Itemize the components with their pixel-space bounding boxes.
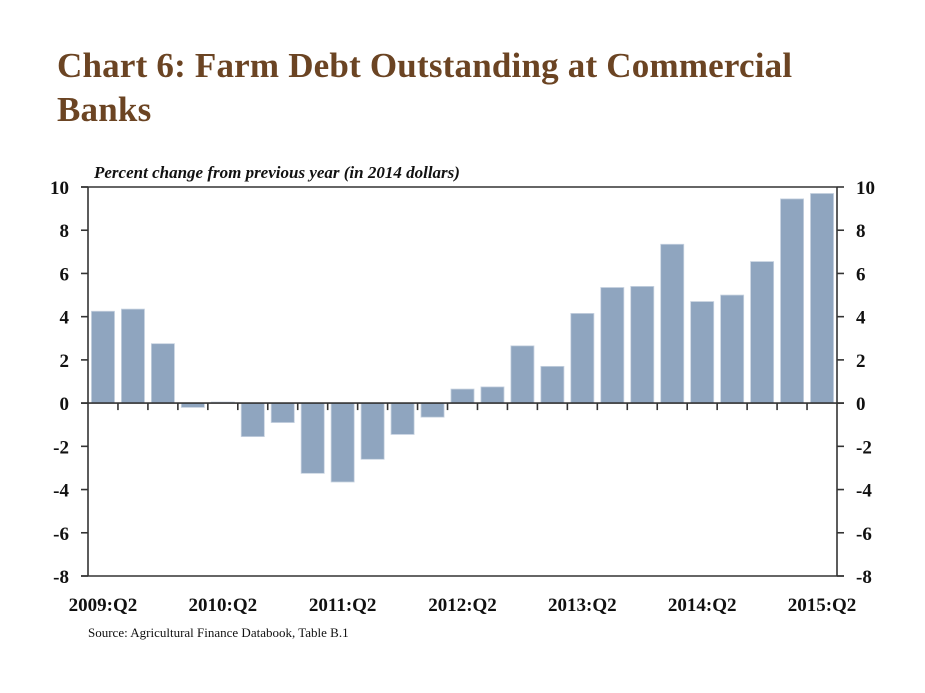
right-y-tick-label: -8 [856, 567, 872, 588]
bar-2012-Q4 [510, 345, 535, 404]
bar-2012-Q2 [450, 388, 475, 404]
axes-group [81, 186, 844, 577]
bar-2013-Q3 [600, 287, 625, 404]
bar-2014-Q2 [690, 301, 715, 404]
bar-2010-Q4 [270, 402, 295, 423]
x-tick-label: 2010:Q2 [189, 595, 258, 616]
right-y-tick-label: -4 [856, 481, 872, 502]
left-y-tick-label: -2 [53, 437, 69, 458]
bar-2011-Q2 [330, 402, 355, 483]
left-y-tick-label: -6 [53, 524, 69, 545]
left-y-tick-label: 6 [60, 264, 70, 285]
bar-2009-Q4 [150, 343, 175, 404]
left-y-tick-label: -8 [53, 567, 69, 588]
left-y-tick-label: 0 [60, 394, 70, 415]
bar-2013-Q1 [540, 365, 565, 404]
bar-2015-Q2 [810, 193, 834, 404]
bar-2013-Q2 [570, 313, 595, 404]
left-y-tick-label: 10 [50, 178, 69, 199]
bar-2011-Q4 [390, 402, 415, 435]
bar-2013-Q4 [630, 286, 655, 404]
bar-2015-Q1 [780, 198, 805, 404]
right-y-tick-label: 0 [856, 394, 866, 415]
x-tick-label: 2014:Q2 [668, 595, 737, 616]
right-y-tick-label: 4 [856, 308, 866, 329]
right-y-tick-label: 10 [856, 178, 875, 199]
bar-2014-Q4 [750, 261, 775, 404]
right-y-tick-labels: 10 8 6 4 2 0 -2 -4 -6 -8 [856, 178, 875, 588]
right-y-tick-label: -6 [856, 524, 872, 545]
bar-2012-Q3 [480, 386, 505, 404]
left-y-tick-label: -4 [53, 481, 69, 502]
right-y-tick-label: -2 [856, 437, 872, 458]
left-y-tick-label: 2 [60, 351, 70, 372]
bar-2009-Q2 [91, 310, 115, 404]
left-y-tick-labels: 10 8 6 4 2 0 -2 -4 -6 -8 [50, 178, 70, 588]
x-tick-label: 2009:Q2 [69, 595, 138, 616]
chart-title: Chart 6: Farm Debt Outstanding at Commer… [57, 46, 793, 129]
left-y-tick-label: 4 [60, 308, 70, 329]
chart-subtitle: Percent change from previous year (in 20… [93, 163, 460, 182]
left-y-tick-label: 8 [60, 221, 70, 242]
bar-2009-Q3 [121, 308, 145, 404]
bar-2011-Q1 [300, 402, 325, 474]
bar-2011-Q3 [360, 402, 385, 460]
right-y-tick-label: 2 [856, 351, 866, 372]
x-tick-label: 2013:Q2 [548, 595, 617, 616]
bar-2014-Q1 [660, 243, 685, 404]
source-note: Source: Agricultural Finance Databook, T… [88, 625, 349, 640]
x-tick-label: 2011:Q2 [309, 595, 377, 616]
bar-2010-Q3 [240, 402, 265, 438]
x-tick-label: 2012:Q2 [428, 595, 497, 616]
right-y-tick-label: 8 [856, 221, 866, 242]
bars-group [91, 193, 834, 483]
bar-2012-Q1 [420, 402, 445, 418]
x-tick-label: 2015:Q2 [788, 595, 857, 616]
x-tick-labels: 2009:Q2 2010:Q2 2011:Q2 2012:Q2 2013:Q2 2014:… [69, 595, 857, 616]
bar-2014-Q3 [720, 294, 745, 404]
right-y-tick-label: 6 [856, 264, 866, 285]
